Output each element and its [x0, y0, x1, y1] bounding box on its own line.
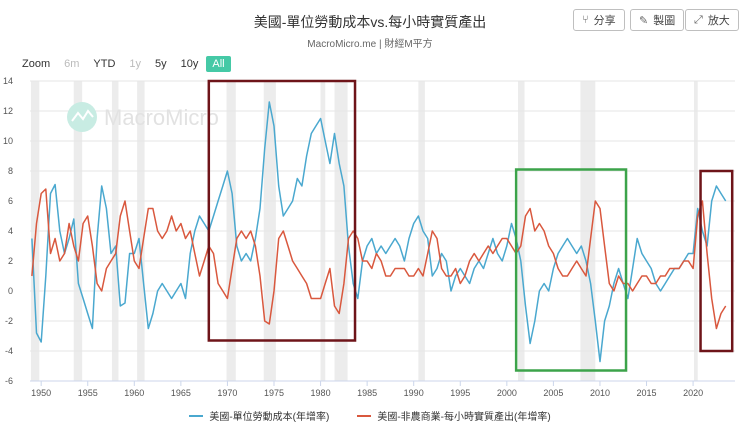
- x-tick-label: 1980: [311, 388, 331, 398]
- series-line-output-per-hour: [31, 188, 727, 330]
- share-button[interactable]: ⑂ 分享: [573, 9, 625, 31]
- highlight-box: [699, 169, 734, 353]
- watermark-text: MacroMicro: [104, 105, 219, 130]
- recession-band: [137, 81, 145, 381]
- x-tick-label: 1985: [357, 388, 377, 398]
- x-tick-label: 1950: [31, 388, 51, 398]
- recession-bands: [30, 81, 698, 381]
- x-tick-label: 1995: [450, 388, 470, 398]
- recession-band: [263, 81, 276, 381]
- zoom-label: Zoom: [22, 58, 51, 70]
- range-button-5y[interactable]: 5y: [155, 58, 167, 70]
- range-button-6m[interactable]: 6m: [64, 58, 80, 70]
- recession-band: [580, 81, 596, 381]
- recession-band: [320, 81, 326, 381]
- x-tick-label: 1975: [264, 388, 284, 398]
- range-button-10y[interactable]: 10y: [180, 58, 199, 70]
- grid-lines: [30, 80, 735, 382]
- x-tick-label: 1955: [78, 388, 98, 398]
- y-tick-label: 6: [8, 196, 13, 206]
- x-tick-label: 2010: [590, 388, 610, 398]
- y-tick-label: 2: [8, 256, 13, 266]
- range-button-all[interactable]: All: [206, 56, 231, 72]
- range-button-1y[interactable]: 1y: [129, 58, 142, 70]
- recession-band: [111, 81, 119, 381]
- share-label: 分享: [593, 15, 616, 27]
- x-tick-label: 2000: [497, 388, 517, 398]
- pencil-icon: ✎: [639, 14, 649, 27]
- x-tick-label: 2020: [683, 388, 703, 398]
- legend-label: 美國-非農商業-每小時實質產出(年增率): [377, 412, 551, 423]
- y-tick-label: 10: [3, 136, 13, 146]
- x-tick-label: 1960: [124, 388, 144, 398]
- chart-legend: 美國-單位勞動成本(年增率) 美國-非農商業-每小時實質產出(年增率): [0, 408, 740, 423]
- highlight-boxes: [207, 79, 734, 372]
- y-tick-label: -2: [5, 316, 13, 326]
- legend-label: 美國-單位勞動成本(年增率): [209, 412, 330, 423]
- watermark-logo-mark: [71, 109, 94, 122]
- recession-band: [334, 81, 348, 381]
- y-tick-label: -4: [5, 346, 13, 356]
- expand-button[interactable]: ⤢ 放大: [685, 9, 739, 31]
- x-tick-label: 1970: [217, 388, 237, 398]
- highlight-box: [207, 79, 357, 342]
- watermark-logo-icon: [67, 102, 97, 132]
- legend-swatch: [189, 414, 204, 417]
- legend-swatch: [357, 414, 372, 417]
- y-tick-label: 14: [3, 76, 13, 86]
- y-tick-label: 4: [8, 226, 13, 236]
- recession-band: [73, 81, 83, 381]
- recession-band: [694, 81, 698, 381]
- x-tick-label: 2015: [637, 388, 657, 398]
- x-tick-label: 1965: [171, 388, 191, 398]
- recession-band: [226, 81, 236, 381]
- chart-subtitle: MacroMicro.me | 財經M平方: [307, 39, 433, 50]
- series-line-unit-labor-cost: [31, 101, 727, 363]
- range-selector: Zoom 6m YTD 1y 5y 10y All: [22, 56, 233, 72]
- x-tick-label: 2005: [543, 388, 563, 398]
- legend-item-output-per-hour[interactable]: 美國-非農商業-每小時實質產出(年增率): [357, 408, 551, 423]
- series-lines: [31, 101, 727, 363]
- draw-label: 製圖: [653, 15, 676, 27]
- recession-band: [418, 81, 425, 381]
- highlight-box: [514, 168, 628, 372]
- legend-item-unit-labor-cost[interactable]: 美國-單位勞動成本(年增率): [189, 408, 329, 423]
- range-button-ytd[interactable]: YTD: [93, 58, 116, 70]
- share-icon: ⑂: [582, 14, 589, 26]
- y-tick-label: 8: [8, 166, 13, 176]
- expand-icon: ⤢: [694, 13, 703, 26]
- draw-button[interactable]: ✎ 製圖: [630, 9, 685, 31]
- y-tick-label: -6: [5, 376, 13, 386]
- recession-band: [30, 81, 40, 381]
- expand-label: 放大: [707, 15, 730, 27]
- y-tick-label: 0: [8, 286, 13, 296]
- chart-title: 美國-單位勞動成本vs.每小時實質產出: [253, 14, 487, 30]
- watermark: MacroMicro: [67, 102, 219, 132]
- y-tick-label: 12: [3, 106, 13, 116]
- axis-ticks: -6 -4 -2 0 2 4 6 8 10 12 14 1950 1955 1960 1965 1970 197…: [3, 76, 703, 398]
- recession-band: [518, 81, 525, 381]
- x-tick-label: 1990: [404, 388, 424, 398]
